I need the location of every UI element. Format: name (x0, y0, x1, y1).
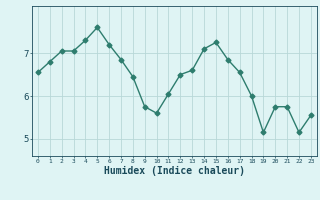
X-axis label: Humidex (Indice chaleur): Humidex (Indice chaleur) (104, 166, 245, 176)
